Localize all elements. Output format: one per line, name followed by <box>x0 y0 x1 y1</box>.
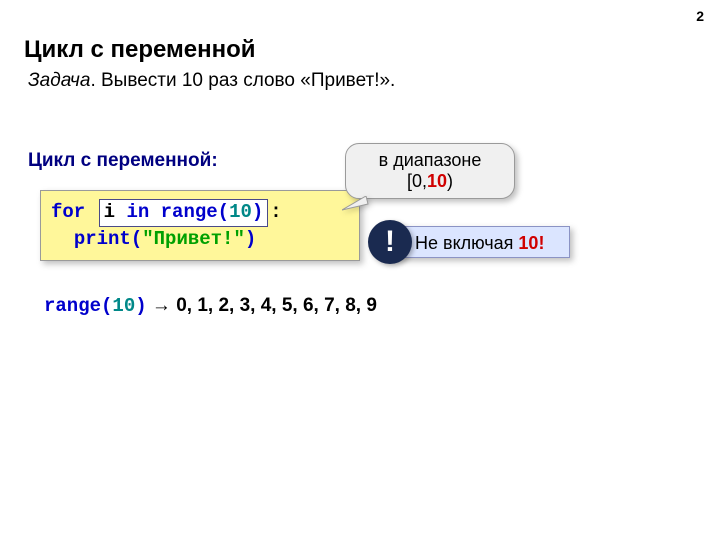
num-10-2: 10 <box>112 295 135 317</box>
task-text: . Вывести 10 раз слово «Привет!». <box>90 70 395 91</box>
range-expansion: range(10) → 0, 1, 2, 3, 4, 5, 6, 7, 8, 9 <box>44 295 377 317</box>
code-block: for i in range(10): print("Привет!") <box>40 190 360 261</box>
warn-text-a: Не включая <box>415 233 518 253</box>
code-line-2: print("Привет!") <box>51 227 349 253</box>
sequence: 0, 1, 2, 3, 4, 5, 6, 7, 8, 9 <box>176 295 377 316</box>
callout-l2b: 10 <box>427 171 447 191</box>
task-label: Задача <box>28 70 90 91</box>
fn-range: range <box>161 201 218 223</box>
subtitle: Цикл с переменной: <box>28 150 218 172</box>
fn-print: print <box>74 228 131 250</box>
warning-icon: ! <box>368 220 412 264</box>
arrow: → <box>147 295 177 316</box>
lparen2: ( <box>131 228 142 250</box>
code-line-1: for i in range(10): <box>51 199 349 227</box>
fn-range-2: range <box>44 295 101 317</box>
lparen3: ( <box>101 295 112 317</box>
indent <box>51 228 74 250</box>
var-i: i <box>104 201 115 223</box>
callout-line2: [0,10) <box>346 171 514 192</box>
lparen: ( <box>218 201 229 223</box>
warn-text-c: ! <box>538 233 544 253</box>
range-highlight-box: i in range(10) <box>99 199 269 227</box>
rparen3: ) <box>135 295 146 317</box>
rparen: ) <box>252 201 263 223</box>
page-title: Цикл с переменной <box>24 36 256 64</box>
keyword-in: in <box>126 201 149 223</box>
callout-l2a: [0, <box>407 171 427 191</box>
page-number: 2 <box>696 8 704 24</box>
num-10: 10 <box>229 201 252 223</box>
warn-text-b: 10 <box>518 233 538 253</box>
rparen2: ) <box>245 228 256 250</box>
callout-l2c: ) <box>447 171 453 191</box>
colon: : <box>270 201 281 223</box>
task-line: Задача. Вывести 10 раз слово «Привет!». <box>28 70 395 92</box>
string-literal: "Привет!" <box>142 228 245 250</box>
callout-line1: в диапазоне <box>346 150 514 171</box>
keyword-for: for <box>51 201 85 223</box>
callout-range: в диапазоне [0,10) <box>345 143 515 199</box>
